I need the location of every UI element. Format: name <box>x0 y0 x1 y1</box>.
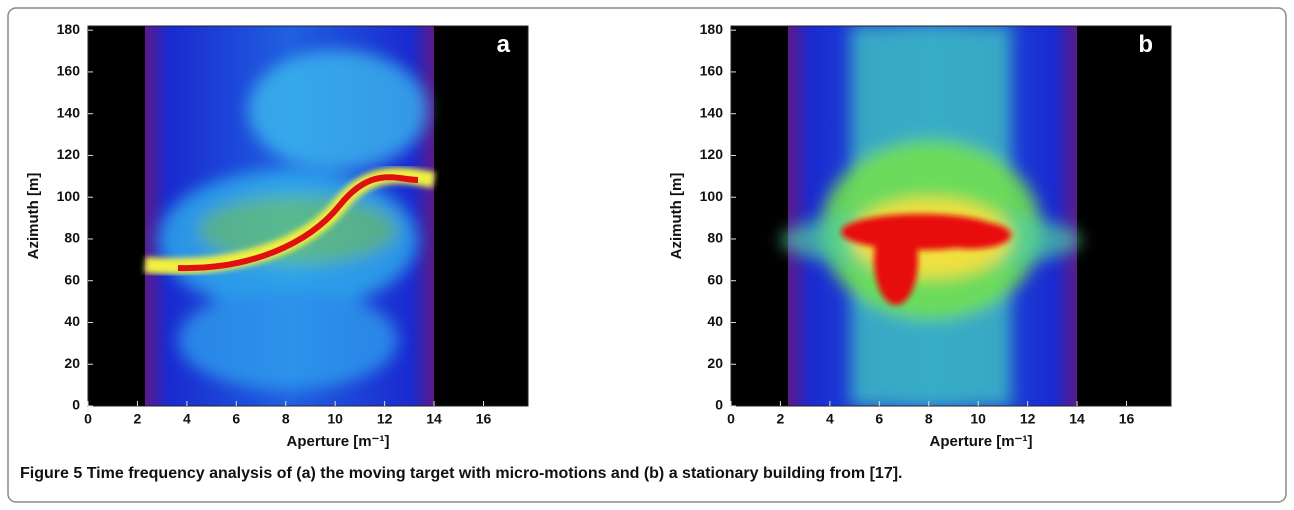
y-tick-label: 160 <box>700 63 724 79</box>
x-tick-label: 8 <box>282 411 290 427</box>
y-tick-label: 100 <box>57 188 81 204</box>
panel-label: b <box>1138 31 1153 58</box>
x-tick-label: 0 <box>84 411 92 427</box>
caption: Figure 5 Time frequency analysis of (a) … <box>20 465 903 482</box>
y-tick-label: 120 <box>700 146 724 162</box>
x-tick-label: 12 <box>1020 411 1036 427</box>
x-tick-label: 2 <box>777 411 785 427</box>
x-tick-label: 12 <box>377 411 393 427</box>
y-tick-label: 0 <box>72 397 80 413</box>
y-tick-label: 0 <box>715 397 723 413</box>
heatmap-a <box>88 26 528 406</box>
y-tick-label: 100 <box>700 188 724 204</box>
y-tick-label: 140 <box>700 104 724 120</box>
x-tick-label: 10 <box>970 411 986 427</box>
y-tick-label: 180 <box>700 21 724 37</box>
y-tick-label: 20 <box>64 355 80 371</box>
y-tick-label: 120 <box>57 146 81 162</box>
x-tick-label: 16 <box>1119 411 1135 427</box>
x-axis-label: Aperture [m⁻¹] <box>287 433 390 450</box>
x-tick-label: 4 <box>826 411 834 427</box>
y-axis-label: Azimuth [m] <box>25 173 42 260</box>
caption-text: Time frequency analysis of (a) the movin… <box>87 465 903 482</box>
figure-border <box>7 7 1287 503</box>
x-tick-label: 16 <box>476 411 492 427</box>
x-tick-label: 4 <box>183 411 191 427</box>
x-tick-label: 8 <box>925 411 933 427</box>
x-tick-label: 6 <box>875 411 883 427</box>
y-tick-label: 80 <box>64 230 80 246</box>
y-tick-label: 160 <box>57 63 81 79</box>
y-tick-label: 20 <box>707 355 723 371</box>
x-tick-label: 2 <box>134 411 142 427</box>
y-axis-label: Azimuth [m] <box>668 173 685 260</box>
x-tick-label: 14 <box>426 411 442 427</box>
y-tick-label: 40 <box>707 313 723 329</box>
y-tick-label: 180 <box>57 21 81 37</box>
x-tick-label: 14 <box>1069 411 1085 427</box>
y-tick-label: 60 <box>64 271 80 287</box>
y-tick-label: 80 <box>707 230 723 246</box>
x-axis-label: Aperture [m⁻¹] <box>930 433 1033 450</box>
plot-frame <box>87 25 529 407</box>
heatmap-b <box>731 26 1171 406</box>
y-tick-label: 40 <box>64 313 80 329</box>
x-tick-label: 0 <box>727 411 735 427</box>
caption-label: Figure 5 <box>20 465 82 482</box>
x-tick-label: 6 <box>232 411 240 427</box>
panel-label: a <box>497 31 511 58</box>
y-tick-label: 140 <box>57 104 81 120</box>
x-tick-label: 10 <box>327 411 343 427</box>
y-tick-label: 60 <box>707 271 723 287</box>
plot-frame <box>730 25 1172 407</box>
